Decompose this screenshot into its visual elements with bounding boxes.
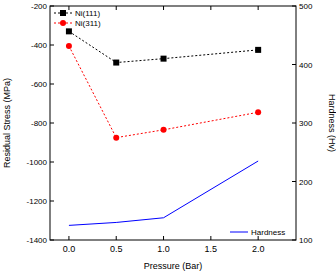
marker bbox=[113, 135, 119, 141]
text: Pressure (Bar) bbox=[144, 261, 203, 271]
text: 400 bbox=[299, 61, 313, 70]
marker bbox=[66, 43, 72, 49]
x-tick bbox=[116, 236, 117, 240]
marker bbox=[113, 60, 119, 66]
text: -200 bbox=[31, 2, 48, 11]
marker bbox=[161, 127, 167, 133]
x-tick bbox=[116, 6, 117, 10]
legend-marker bbox=[60, 10, 66, 16]
text: 2.0 bbox=[252, 244, 265, 254]
text: 1.5 bbox=[205, 244, 218, 254]
y2-tick bbox=[292, 240, 296, 241]
legend-entry: Ni(311) bbox=[54, 19, 101, 28]
legend-line bbox=[230, 232, 248, 233]
x-tick bbox=[258, 6, 259, 10]
marker bbox=[161, 56, 167, 62]
y-tick bbox=[50, 162, 54, 163]
series-line bbox=[69, 31, 258, 62]
text: 500 bbox=[299, 2, 313, 11]
text: -400 bbox=[31, 41, 48, 50]
text: 1.0 bbox=[157, 244, 170, 254]
x-tick bbox=[163, 6, 164, 10]
text: -1000 bbox=[27, 158, 48, 167]
text: 100 bbox=[299, 236, 313, 245]
legend-marker bbox=[60, 20, 66, 26]
legend-entry: Ni(111) bbox=[54, 9, 100, 18]
y2-tick bbox=[292, 64, 296, 65]
text: 0.5 bbox=[110, 244, 123, 254]
chart: 0.0 0.5 1.0 1.5 2.0 -1400 -1200 -1000 -800 -600 -4… bbox=[0, 0, 336, 273]
legend-entry: Hardness bbox=[230, 228, 285, 237]
text: -600 bbox=[31, 80, 48, 89]
text: Ni(311) bbox=[75, 19, 101, 28]
y-tick bbox=[50, 84, 54, 85]
series-line bbox=[69, 46, 258, 138]
y2-tick bbox=[292, 6, 296, 7]
y-tick bbox=[50, 201, 54, 202]
x-tick bbox=[68, 6, 69, 10]
x-tick bbox=[68, 236, 69, 240]
marker bbox=[255, 109, 261, 115]
text: 0.0 bbox=[63, 244, 76, 254]
text: Hardness (Hv) bbox=[327, 94, 336, 152]
marker bbox=[66, 28, 72, 34]
text: 300 bbox=[299, 119, 313, 128]
y-tick bbox=[50, 123, 54, 124]
text: Ni(111) bbox=[75, 9, 100, 18]
y-tick bbox=[50, 240, 54, 241]
y-tick bbox=[50, 45, 54, 46]
plot-frame bbox=[50, 6, 296, 240]
series-line bbox=[69, 161, 258, 225]
x-tick bbox=[210, 236, 211, 240]
y-tick bbox=[50, 6, 54, 7]
x-tick bbox=[163, 236, 164, 240]
y2-tick bbox=[292, 123, 296, 124]
text: Hardness bbox=[251, 228, 285, 237]
text: -1400 bbox=[27, 236, 48, 245]
text: Residual Stress (MPa) bbox=[2, 78, 12, 168]
marker bbox=[255, 47, 261, 53]
x-tick bbox=[210, 6, 211, 10]
y2-tick bbox=[292, 181, 296, 182]
text: -1200 bbox=[27, 197, 48, 206]
data-area bbox=[66, 28, 261, 225]
text: -800 bbox=[31, 119, 48, 128]
text: 200 bbox=[299, 178, 313, 187]
